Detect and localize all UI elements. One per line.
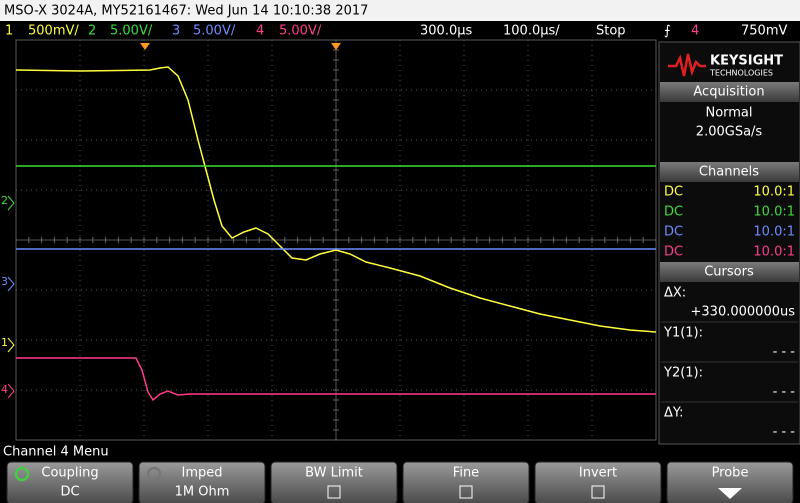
softkey[interactable]: Fine (402, 461, 530, 503)
channel-scale: 500mV/ (28, 24, 79, 39)
probe-ratio: 10.0:1 (753, 245, 795, 260)
softkey[interactable]: Invert (534, 461, 662, 503)
channel-rows: DC 10.0:1 DC 10.0:1 DC 10.0:1 DC 10.0:1 (664, 185, 795, 260)
side-panel (658, 41, 800, 445)
cursor-readouts: ΔX: +330.000000us Y1(1): - - - Y2(1): - - - ΔY… (661, 286, 798, 440)
softkey-label[interactable]: Probe (712, 466, 749, 481)
checkbox[interactable] (459, 485, 473, 499)
logo-mark (668, 53, 706, 77)
softkeys: Coupling DC Imped 1M Ohm BW Limit Fine Invert P… (6, 461, 794, 503)
probe-ratio: 10.0:1 (753, 225, 795, 240)
checkbox[interactable] (327, 485, 341, 499)
panel-header (660, 162, 799, 182)
ground-markers: 2 3 1 4 (1, 194, 15, 399)
ground-marker: 4 (1, 383, 8, 396)
cursor-label: Y1(1): (663, 326, 703, 341)
probe-ratio: 10.0:1 (753, 185, 795, 200)
acquisition-rate: 2.00GSa/s (696, 125, 763, 140)
softkey-button[interactable] (402, 461, 530, 503)
ground-marker: 1 (1, 336, 8, 349)
ground-marker: 3 (1, 275, 8, 288)
panel-header (660, 262, 799, 282)
delay-marker (331, 43, 341, 50)
softkey-button[interactable] (270, 461, 398, 503)
graticule (15, 39, 657, 441)
softkey[interactable]: Coupling DC (6, 461, 134, 503)
trigger-level: 750mV (741, 24, 787, 39)
delay: 300.0µs (420, 24, 472, 39)
channel-4-trace (16, 357, 656, 402)
entry-icon[interactable] (14, 466, 30, 482)
channels-title: Channels (699, 165, 759, 180)
softkey[interactable]: BW Limit (270, 461, 398, 503)
logo-brand: KEYSIGHT (710, 54, 783, 69)
softkey-value[interactable]: DC (60, 485, 79, 500)
status-bar: 1 500mV/ 2 5.00V/ 3 5.00V/ 4 5.00V/ 300.… (5, 24, 787, 39)
ground-arrow (7, 383, 15, 399)
softkey-button[interactable] (6, 461, 134, 503)
coupling: DC (664, 205, 683, 220)
panel-header (660, 82, 799, 102)
coupling: DC (664, 245, 683, 260)
channel-scale: 5.00V/ (279, 24, 322, 39)
cursor-label: Y2(1): (663, 366, 703, 381)
ground-marker: 2 (1, 194, 8, 207)
channel-number: 4 (256, 24, 264, 39)
ground-arrow (7, 195, 15, 211)
channel-scale: 5.00V/ (110, 24, 153, 39)
softkey-button[interactable] (666, 461, 794, 503)
softkey-value[interactable]: 1M Ohm (175, 485, 230, 500)
logo-sub: TECHNOLOGIES (709, 69, 773, 78)
softkey-button[interactable] (138, 461, 266, 503)
submenu-arrow[interactable] (718, 488, 742, 499)
probe-ratio: 10.0:1 (753, 205, 795, 220)
channel-1-trace (15, 66, 657, 333)
cursor-label: ΔX: (664, 286, 686, 301)
channel-number: 3 (172, 24, 180, 39)
softkey-button[interactable] (534, 461, 662, 503)
acquisition-mode: Normal (705, 106, 752, 121)
softkey-label[interactable]: Invert (579, 466, 617, 481)
ground-arrow (7, 337, 15, 353)
run-state: Stop (596, 24, 626, 39)
cursor-value: +330.000000us (691, 305, 796, 320)
cursor-value: - - - (773, 425, 796, 440)
trigger-position (140, 43, 150, 50)
coupling: DC (664, 225, 683, 240)
acquisition-title: Acquisition (693, 85, 764, 100)
title: MSO-X 3024A, MY52161467: Wed Jun 14 10:1… (4, 4, 368, 19)
cursors-title: Cursors (704, 265, 754, 280)
title-bar (0, 0, 800, 21)
cursor-value: - - - (773, 385, 796, 400)
softkey[interactable]: Imped 1M Ohm (138, 461, 266, 503)
trigger-source: 4 (691, 24, 699, 39)
softkey-label[interactable]: Imped (182, 466, 223, 481)
cursor-value: - - - (773, 345, 796, 360)
softkey-label[interactable]: Coupling (41, 466, 98, 481)
softkey[interactable]: Probe (666, 461, 794, 503)
timebase: 100.0µs/ (503, 24, 560, 39)
coupling: DC (664, 185, 683, 200)
trigger-symbol: ⨍ (664, 24, 671, 39)
channel-scale: 5.00V/ (193, 24, 236, 39)
softkey-label[interactable]: BW Limit (305, 466, 363, 481)
softkey-label[interactable]: Fine (453, 466, 479, 481)
ground-arrow (7, 276, 15, 292)
entry-icon[interactable] (146, 466, 162, 482)
cursor-label: ΔY: (664, 406, 684, 421)
menu-title: Channel 4 Menu (3, 445, 109, 460)
channel-number: 2 (88, 24, 96, 39)
checkbox[interactable] (591, 485, 605, 499)
channel-number: 1 (5, 24, 13, 39)
